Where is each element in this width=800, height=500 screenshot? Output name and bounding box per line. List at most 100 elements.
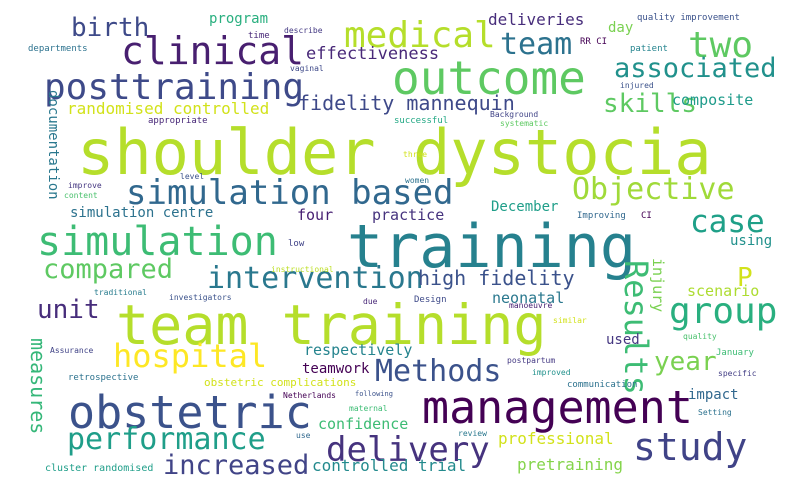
word-respectively: respectively: [304, 341, 413, 359]
word-two: two: [688, 25, 754, 66]
word-performance: performance: [67, 422, 266, 457]
word-investigators: investigators: [169, 293, 232, 302]
word-day: day: [608, 20, 634, 36]
word-compared: compared: [43, 254, 174, 285]
word-describe: describe: [284, 26, 323, 35]
word-fidelity-mannequin: fidelity mannequin: [298, 91, 515, 115]
word-injured: injured: [620, 81, 654, 90]
word-clinical: clinical: [121, 29, 305, 73]
word-skills: skills: [603, 89, 697, 119]
word-netherlands: Netherlands: [283, 391, 336, 400]
word-setting: Setting: [698, 408, 732, 417]
word-intervention: intervention: [207, 261, 424, 296]
word-simulation-centre: simulation centre: [70, 205, 214, 221]
word-scenario: scenario: [687, 282, 760, 300]
word-obstetric: obstetric: [68, 386, 312, 439]
word-appropriate: appropriate: [148, 116, 208, 126]
word-deliveries: deliveries: [488, 10, 585, 29]
word-measures: measures: [26, 338, 50, 435]
word-four: four: [297, 206, 334, 224]
word-time: time: [248, 31, 270, 41]
word-controlled-trial: controlled trial: [312, 456, 467, 475]
word-due: due: [363, 297, 378, 306]
word-women: women: [405, 176, 430, 185]
word-program: program: [209, 11, 269, 27]
word-results: Results: [617, 260, 655, 395]
word-pretraining: pretraining: [517, 455, 623, 474]
word-background: Background: [490, 110, 539, 119]
word-injury: injury: [649, 258, 667, 313]
word-used: used: [606, 332, 640, 348]
word-successful: successful: [394, 116, 449, 126]
word-high-fidelity: high fidelity: [418, 266, 575, 290]
word-communication: communication: [567, 380, 638, 390]
word-following: following: [355, 390, 393, 398]
word-design: Design: [414, 295, 447, 305]
word-use: use: [296, 431, 311, 440]
word-posttraining: posttraining: [44, 67, 305, 108]
word-effectiveness: effectiveness: [306, 44, 440, 64]
word-level: level: [180, 172, 205, 181]
word-medical: medical: [344, 15, 496, 56]
word-neonatal: neonatal: [492, 289, 565, 307]
word-similar: similar: [553, 316, 587, 325]
word-outcome: outcome: [392, 51, 586, 105]
word-using: using: [730, 233, 773, 249]
word-vaginal: vaginal: [290, 64, 324, 73]
word-composite: composite: [672, 91, 754, 109]
word-simulation: simulation: [37, 219, 278, 265]
word-departments: departments: [28, 44, 88, 54]
word-case: case: [690, 204, 765, 240]
word-systematic: systematic: [500, 119, 549, 128]
word-instructional: instructional: [271, 265, 334, 274]
word-quality: quality: [683, 332, 717, 341]
word-quality-improvement: quality improvement: [637, 13, 740, 23]
word-review: review: [458, 429, 487, 438]
word-objective: Objective: [572, 172, 735, 207]
word-cluster-randomised: cluster randomised: [45, 463, 154, 474]
word-improve: improve: [68, 181, 102, 190]
word-improved: improved: [532, 368, 571, 377]
word-retrospective: retrospective: [68, 373, 139, 383]
word-associated: associated: [614, 53, 777, 84]
word-professional: professional: [498, 429, 614, 448]
word-increased: increased: [163, 450, 310, 481]
word-randomised-controlled: randomised controlled: [67, 99, 270, 118]
word-traditional: traditional: [94, 288, 147, 297]
word-study: study: [633, 425, 748, 469]
word-obstetric-complications: obstetric complications: [204, 376, 357, 389]
word-year: year: [654, 347, 717, 377]
word-group: group: [669, 291, 778, 332]
word-team-training: team training: [116, 293, 547, 357]
word-hospital: hospital: [113, 337, 268, 375]
word-teamwork: teamwork: [302, 361, 370, 377]
word-maternal: maternal: [349, 404, 388, 413]
word-low: low: [288, 239, 305, 249]
word-delivery: delivery: [326, 430, 490, 470]
word-impact: impact: [688, 387, 739, 403]
word-team: team: [500, 27, 573, 62]
word-simulation-based: simulation based: [126, 173, 454, 213]
word-december: December: [491, 199, 559, 215]
word-unit: unit: [37, 295, 100, 325]
word-january: January: [716, 348, 754, 358]
word-confidence: confidence: [318, 415, 409, 433]
word-content: content: [64, 191, 98, 200]
word-shoulder-dystocia: shoulder dystocia: [77, 116, 712, 189]
word-practice: practice: [372, 206, 445, 224]
word-assurance: Assurance: [50, 346, 94, 355]
word-p: P: [737, 263, 753, 293]
word-improving: Improving: [577, 211, 626, 221]
word-training: training: [347, 212, 636, 282]
word-manoeuvre: manoeuvre: [509, 301, 553, 310]
word-ci: CI: [641, 211, 652, 221]
word-three: three: [403, 150, 428, 159]
word-rr-ci: RR CI: [580, 37, 608, 47]
word-methods: Methods: [375, 354, 502, 389]
word-patient: patient: [630, 44, 668, 54]
word-documentation: documentation: [45, 90, 61, 200]
word-birth: birth: [71, 13, 150, 43]
word-postpartum: postpartum: [507, 356, 556, 365]
word-specific: specific: [718, 369, 757, 378]
